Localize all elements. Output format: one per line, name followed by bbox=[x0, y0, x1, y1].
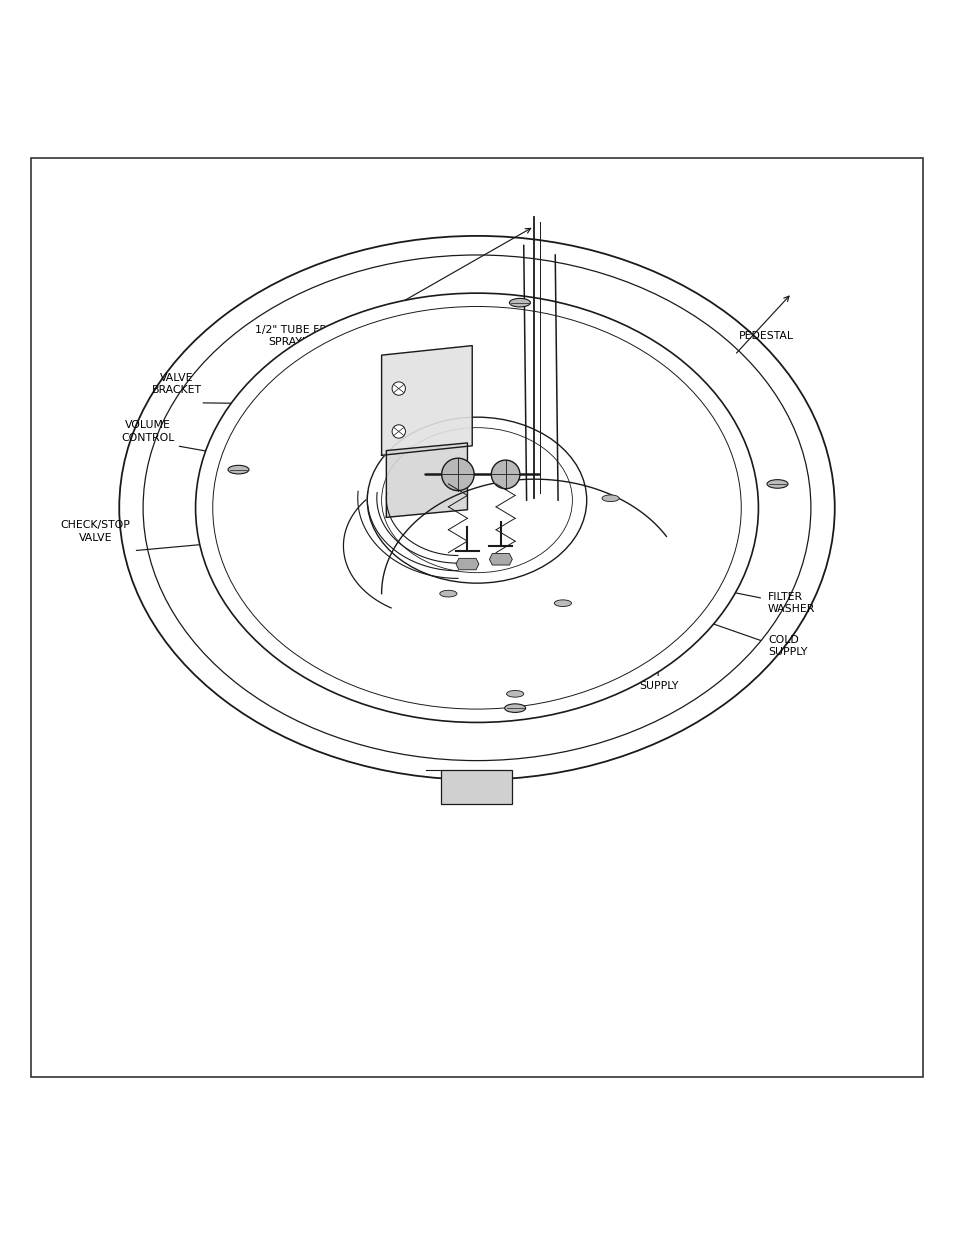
Polygon shape bbox=[386, 443, 467, 517]
Circle shape bbox=[491, 461, 519, 489]
Text: VALVE
BRACKET: VALVE BRACKET bbox=[152, 373, 201, 395]
Ellipse shape bbox=[766, 479, 787, 488]
Ellipse shape bbox=[439, 590, 456, 597]
Text: CHECK/STOP
VALVE: CHECK/STOP VALVE bbox=[60, 520, 131, 543]
Text: HOT
SUPPLY: HOT SUPPLY bbox=[639, 668, 678, 690]
Text: 1/2" TUBE FROM
SPRAYHEAD: 1/2" TUBE FROM SPRAYHEAD bbox=[255, 325, 345, 347]
Bar bbox=[440, 771, 512, 804]
Circle shape bbox=[441, 458, 474, 490]
Circle shape bbox=[392, 425, 405, 438]
Polygon shape bbox=[381, 346, 472, 456]
Circle shape bbox=[392, 382, 405, 395]
Polygon shape bbox=[489, 553, 512, 566]
Text: FILTER
WASHER: FILTER WASHER bbox=[767, 592, 815, 614]
Ellipse shape bbox=[554, 600, 571, 606]
Ellipse shape bbox=[228, 466, 249, 474]
Ellipse shape bbox=[504, 704, 525, 713]
Ellipse shape bbox=[195, 293, 758, 722]
Ellipse shape bbox=[506, 690, 523, 698]
Ellipse shape bbox=[367, 417, 586, 583]
Text: PEDESTAL: PEDESTAL bbox=[739, 331, 794, 341]
Polygon shape bbox=[456, 558, 478, 569]
Ellipse shape bbox=[119, 236, 834, 779]
Ellipse shape bbox=[509, 299, 530, 308]
Text: VOLUME
CONTROL: VOLUME CONTROL bbox=[121, 420, 174, 442]
Text: COLD
SUPPLY: COLD SUPPLY bbox=[767, 635, 806, 657]
Ellipse shape bbox=[601, 495, 618, 501]
